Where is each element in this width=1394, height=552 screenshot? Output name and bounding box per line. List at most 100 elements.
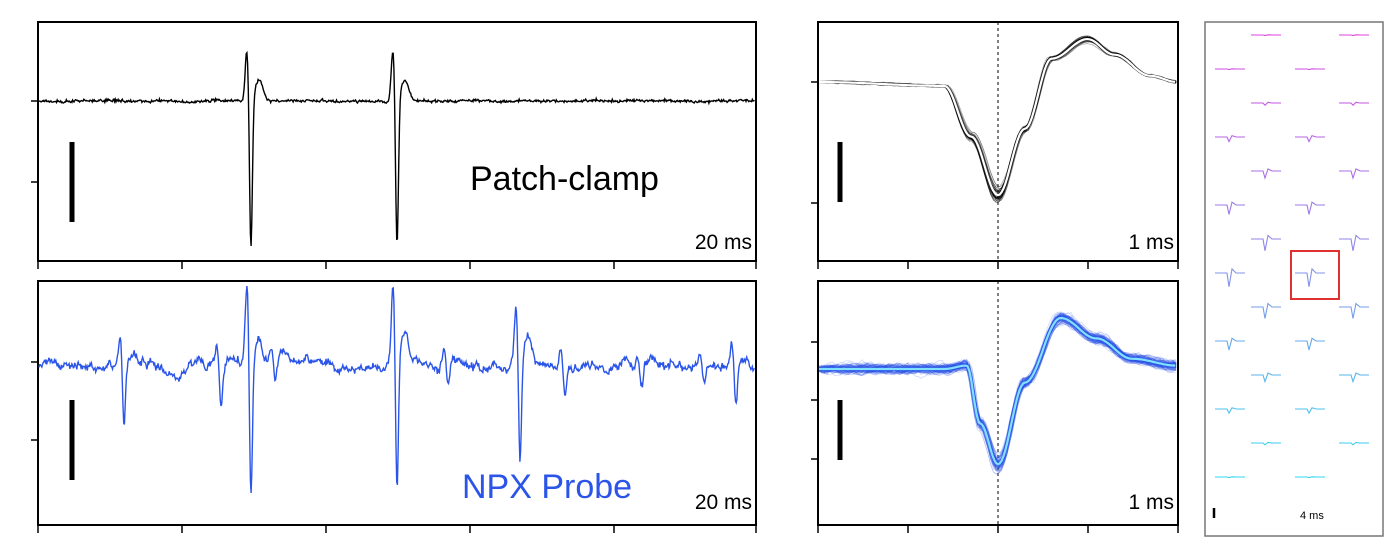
npx-trace-panel: NPX Probe 20 ms [31,280,757,533]
patch-waveform-panel: 1 ms [811,21,1179,269]
patch-trace-line [38,50,755,247]
waveform-trace [818,314,1177,474]
waveform-trace [818,315,1177,468]
waveform-trace [818,38,1177,195]
waveform-trace [818,315,1177,463]
waveform-trace [818,316,1177,470]
waveform-trace [818,316,1177,468]
waveform-trace [818,318,1177,459]
probe-channel-waveform [1339,441,1369,446]
probe-channel-waveform [1295,201,1325,215]
waveform-trace [818,316,1177,467]
probe-channel-waveform [1215,134,1245,143]
waveform-trace [819,38,1177,196]
probe-channel-waveform [1295,407,1325,415]
waveform-trace [818,38,1177,195]
waveform-trace [819,37,1177,196]
probe-channel-waveform [1215,267,1245,287]
probe-channel-waveform [1251,234,1281,251]
probe-map-frame [1204,21,1384,537]
waveform-trace [818,316,1177,463]
probe-channel-waveform [1295,267,1325,287]
waveform-trace [818,39,1177,194]
waveform-trace [818,313,1177,467]
waveform-trace [819,316,1177,458]
waveform-trace [818,312,1177,475]
waveform-trace [819,38,1177,196]
waveform-trace [818,314,1177,464]
waveform-trace [818,311,1177,462]
waveform-trace [818,314,1177,472]
probe-channel-waveform [1339,234,1369,251]
npx-trace-left-ticks [31,361,38,441]
waveform-trace [818,316,1177,470]
waveform-trace [818,320,1177,460]
waveform-trace [818,316,1177,465]
probe-channel-waveform [1339,168,1369,180]
probe-channel-waveform [1339,302,1369,319]
waveform-trace [818,315,1177,464]
probe-channel-waveform [1251,34,1281,37]
probe-channel-waveform [1251,441,1281,446]
probe-channel-waveform [1251,101,1281,107]
waveform-trace [818,39,1177,195]
patch-waveform-bottom-ticks [817,261,1179,269]
npx-trace-time-scale: 20 ms [695,491,752,514]
probe-map-panel: 4 ms [1204,21,1384,537]
probe-channel-waveform [1215,476,1245,479]
waveform-trace [818,317,1177,469]
waveform-trace [818,38,1177,196]
waveform-trace [818,38,1177,193]
npx-trace-frame [37,280,757,526]
patch-trace-panel: Patch-clamp 20 ms [31,21,757,269]
npx-waveform-mean [819,316,1176,466]
waveform-trace [818,38,1177,196]
npx-trace-bottom-ticks [37,525,757,533]
waveform-trace [818,314,1177,465]
waveform-trace [818,39,1177,195]
waveform-trace [818,316,1177,462]
probe-map-channels [1215,34,1369,479]
waveform-trace [818,313,1177,472]
npx-waveform-panel: 1 ms [811,280,1179,533]
waveform-trace [818,312,1177,472]
waveform-trace [818,315,1177,461]
probe-channel-waveform [1251,302,1281,319]
waveform-trace [818,36,1177,201]
patch-waveform-time-scale: 1 ms [1128,231,1174,254]
probe-channel-waveform [1251,372,1281,384]
probe-map-highlight-box [1290,250,1340,300]
waveform-trace [818,319,1177,469]
patch-trace-frame [37,21,757,262]
probe-channel-waveform [1295,68,1325,71]
waveform-trace [818,315,1177,470]
probe-channel-waveform [1339,372,1369,384]
waveform-trace [818,39,1177,196]
waveform-trace [818,314,1177,463]
waveform-trace [818,311,1177,472]
waveform-trace [818,38,1177,194]
patch-trace-bottom-ticks [37,261,757,269]
waveform-trace [818,320,1177,457]
waveform-trace [818,316,1177,470]
probe-channel-waveform [1215,337,1245,351]
npx-waveform-left-ticks [811,341,818,460]
waveform-trace [818,316,1177,469]
waveform-trace [818,35,1177,202]
waveform-trace [818,39,1177,194]
patch-trace-left-ticks [31,100,38,183]
waveform-trace [818,36,1177,198]
npx-waveform-bottom-ticks [817,525,1179,533]
waveform-trace [818,321,1177,462]
probe-channel-waveform [1215,201,1245,215]
probe-channel-waveform [1215,68,1245,71]
probe-channel-waveform [1251,168,1281,180]
probe-channel-waveform [1295,337,1325,351]
probe-channel-waveform [1295,134,1325,143]
waveform-trace [818,320,1177,464]
waveform-trace [818,40,1177,195]
patch-trace-time-scale: 20 ms [695,231,752,254]
waveform-trace [818,317,1177,464]
patch-waveform-left-ticks [811,81,818,204]
